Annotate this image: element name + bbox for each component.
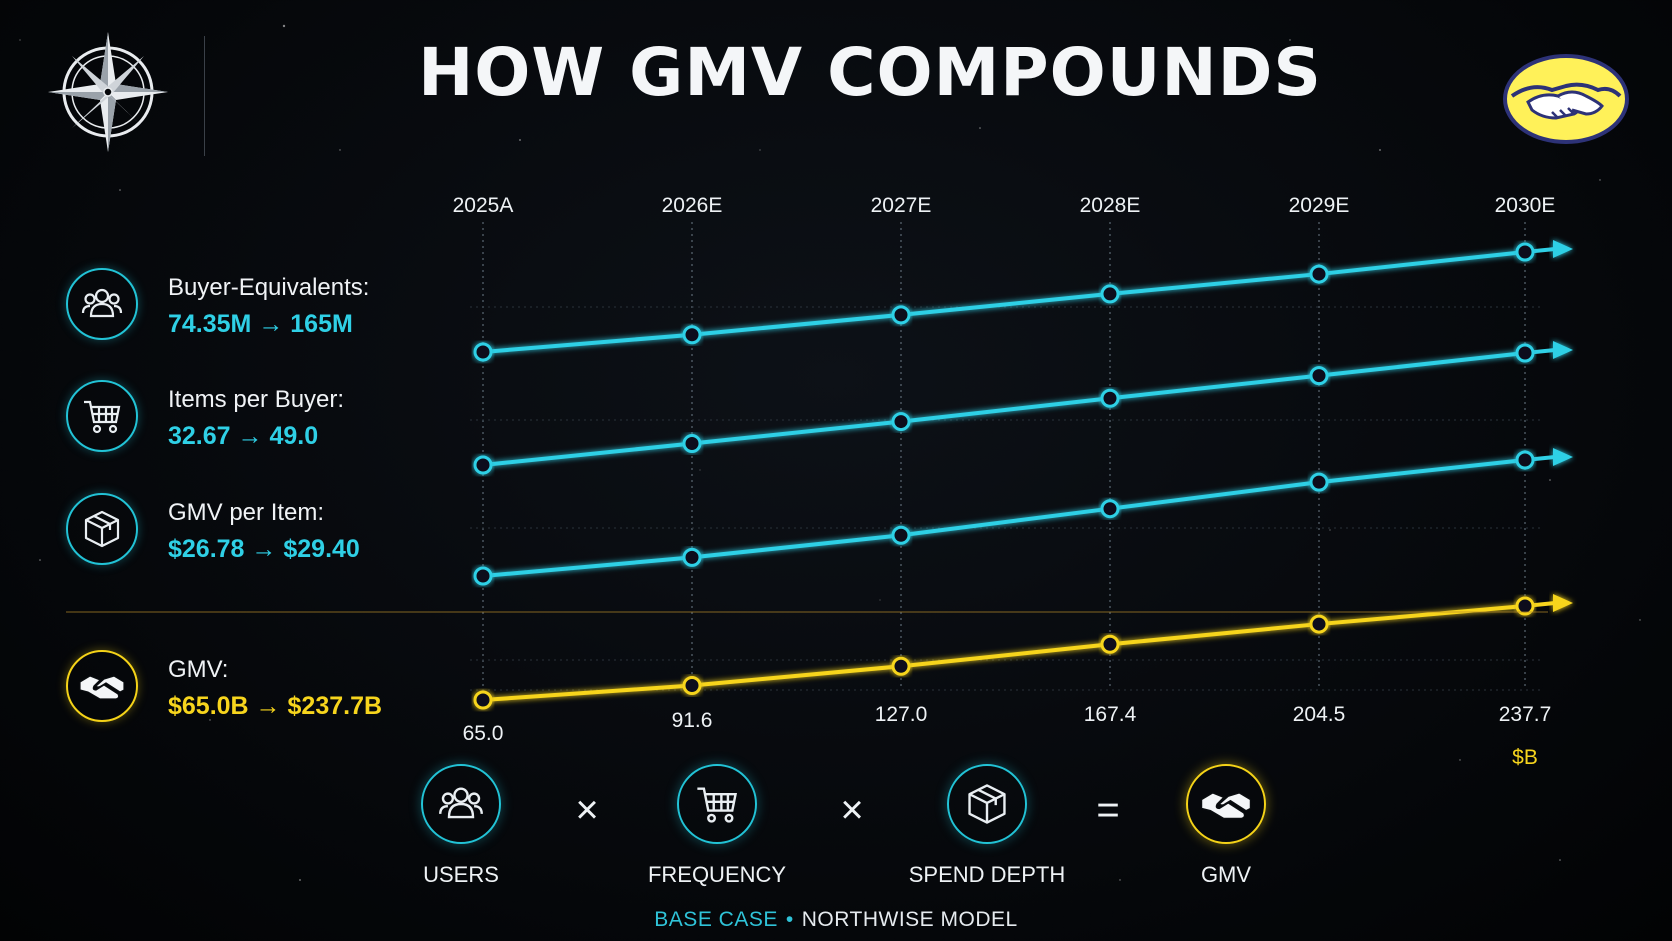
data-point — [1515, 242, 1535, 262]
gmv-data-labels: 65.0 91.6 127.0 167.4 204.5 237.7 — [463, 703, 1552, 745]
x-tick-label: 2030E — [1495, 194, 1556, 217]
data-point — [682, 676, 702, 696]
box-icon — [66, 493, 138, 565]
header-divider — [204, 36, 205, 156]
series-line — [482, 604, 1526, 702]
data-point — [1100, 499, 1120, 519]
series-gmv — [473, 594, 1573, 710]
footer-case: BASE CASE — [654, 908, 778, 931]
formula-handshake-icon — [1186, 764, 1266, 844]
series-gmv-per-item — [473, 448, 1573, 586]
gmv-data-label: 204.5 — [1293, 703, 1346, 726]
series-line — [482, 250, 1526, 354]
times-operator: × — [575, 788, 599, 832]
data-point — [473, 690, 493, 710]
formula-cart-icon — [677, 764, 757, 844]
cart-icon — [66, 380, 138, 452]
data-point — [1309, 614, 1329, 634]
x-tick-label: 2028E — [1080, 194, 1141, 217]
handshake-brand-logo-icon — [1503, 54, 1629, 144]
data-point — [682, 325, 702, 345]
metric-value: 32.67 → 49.0 — [168, 422, 319, 450]
series-buyer-equivalents — [473, 240, 1573, 362]
metric-value: 74.35M → 165M — [168, 310, 353, 338]
formula-label-gmv: GMV — [1200, 862, 1252, 887]
data-point — [1309, 472, 1329, 492]
data-point — [1309, 366, 1329, 386]
metric-label: GMV per Item: — [168, 499, 325, 526]
data-point — [1515, 596, 1535, 616]
metric-label: Items per Buyer: — [168, 386, 345, 413]
data-point — [473, 566, 493, 586]
compass-logo-icon — [48, 32, 168, 152]
formula-label-users: USERS — [423, 862, 499, 887]
users-icon — [66, 268, 138, 340]
x-axis-ticks: 2025A 2026E 2027E 2028E 2029E 2030E — [453, 194, 1556, 217]
formula-label-frequency: FREQUENCY — [647, 862, 787, 887]
series-line — [482, 458, 1526, 578]
series-arrowhead — [1553, 594, 1573, 612]
formula-label-spend-depth: SPEND DEPTH — [908, 862, 1066, 887]
footer-caption: BASE CASE • NORTHWISE MODEL — [0, 908, 1672, 932]
data-point — [1100, 284, 1120, 304]
unit-label: $B — [1512, 746, 1538, 769]
series-arrowhead — [1553, 240, 1573, 258]
formula-users-icon — [421, 764, 501, 844]
handshake-icon — [66, 650, 138, 722]
data-point — [891, 525, 911, 545]
gmv-data-label: 127.0 — [875, 703, 928, 726]
formula-box-icon — [947, 764, 1027, 844]
footer-model: NORTHWISE MODEL — [801, 908, 1018, 931]
data-point — [1515, 450, 1535, 470]
data-point — [1100, 634, 1120, 654]
data-point — [891, 656, 911, 676]
metric-value: $26.78 → $29.40 — [168, 535, 360, 563]
metric-value: $65.0B → $237.7B — [168, 692, 383, 720]
chart-series — [473, 240, 1573, 710]
x-tick-label: 2025A — [453, 194, 514, 217]
data-point — [473, 455, 493, 475]
data-point — [1309, 264, 1329, 284]
footer-separator: • — [785, 908, 794, 931]
data-point — [891, 412, 911, 432]
data-point — [473, 342, 493, 362]
series-arrowhead — [1553, 448, 1573, 466]
gmv-data-label: 91.6 — [672, 709, 713, 732]
gmv-data-label: 65.0 — [463, 722, 504, 745]
x-tick-label: 2029E — [1289, 194, 1350, 217]
data-point — [682, 434, 702, 454]
times-operator: × — [840, 788, 864, 832]
series-items-per-buyer — [473, 341, 1573, 475]
gmv-compounding-chart: 2025A 2026E 2027E 2028E 2029E 2030E 65.0 91.6 1… — [66, 194, 1573, 769]
data-point — [682, 547, 702, 567]
equals-operator: = — [1096, 788, 1120, 832]
metric-label: GMV: — [168, 656, 229, 683]
x-tick-label: 2027E — [871, 194, 932, 217]
data-point — [1100, 388, 1120, 408]
data-point — [891, 305, 911, 325]
data-point — [1515, 343, 1535, 363]
metric-label: Buyer-Equivalents: — [168, 274, 370, 301]
series-arrowhead — [1553, 341, 1573, 359]
gmv-data-label: 167.4 — [1084, 703, 1137, 726]
gmv-data-label: 237.7 — [1499, 703, 1552, 726]
x-tick-label: 2026E — [662, 194, 723, 217]
series-line — [482, 351, 1526, 467]
page-title: HOW GMV COMPOUNDS — [418, 34, 1322, 111]
